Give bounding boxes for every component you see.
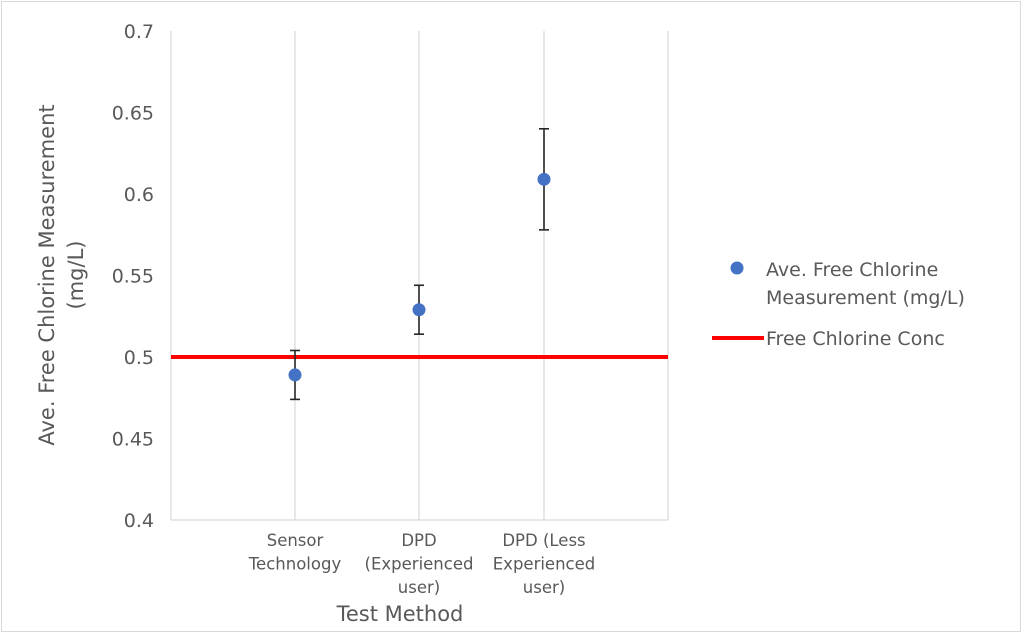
legend-label-measurement: Measurement (mg/L) bbox=[766, 287, 965, 309]
y-tick-label: 0.7 bbox=[124, 21, 154, 43]
y-axis-title: Ave. Free Chlorine Measurement bbox=[35, 104, 59, 445]
x-category-label: (Experienced bbox=[365, 555, 474, 574]
data-point bbox=[288, 368, 302, 382]
x-axis-title: Test Method bbox=[336, 602, 464, 626]
x-category-label: Sensor bbox=[267, 531, 324, 550]
y-tick-label: 0.65 bbox=[112, 103, 154, 125]
data-point bbox=[412, 303, 426, 317]
x-category-label: DPD (Less bbox=[502, 531, 585, 550]
legend-label-measurement: Ave. Free Chlorine bbox=[766, 259, 938, 281]
y-tick-label: 0.4 bbox=[124, 510, 154, 532]
y-tick-label: 0.5 bbox=[124, 347, 154, 369]
x-category-label: user) bbox=[523, 578, 565, 597]
y-tick-label: 0.45 bbox=[112, 429, 154, 451]
y-axis-title: (mg/L) bbox=[64, 241, 88, 310]
legend-marker-measurement bbox=[730, 261, 744, 275]
x-category-label: Technology bbox=[248, 555, 342, 574]
legend-label-free-chlorine-conc: Free Chlorine Conc bbox=[766, 328, 945, 350]
y-tick-label: 0.6 bbox=[124, 184, 154, 206]
x-category-label: DPD bbox=[401, 531, 436, 550]
x-category-label: user) bbox=[398, 578, 440, 597]
y-tick-label: 0.55 bbox=[112, 266, 154, 288]
data-point bbox=[537, 172, 551, 186]
x-category-label: Experienced bbox=[493, 555, 596, 574]
